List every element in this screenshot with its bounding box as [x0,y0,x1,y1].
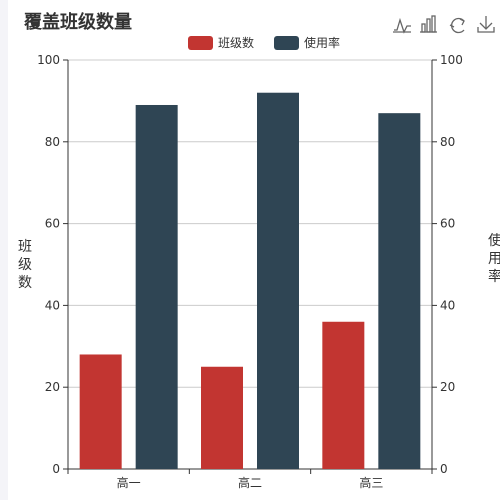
bar-1-1[interactable] [257,92,299,469]
bar-2-0[interactable] [322,321,365,469]
grid [68,59,432,388]
y-tick-label-left: 60 [45,217,60,231]
y-axis-left-ticks: 0 20 40 60 80 100 [37,53,68,476]
bars [79,92,421,470]
legend: 班级数 使用率 [188,35,340,50]
y-tick-label-left: 20 [45,380,60,394]
line-chart-icon[interactable] [393,17,411,34]
legend-swatch-1[interactable] [274,36,299,50]
y-tick-label-right: 100 [440,53,463,67]
y-tick-label-right: 0 [440,462,448,476]
x-tick-label: 高一 [117,475,141,490]
y-axis-right-title: 使用率 [488,232,500,285]
y-axis-left-title-text: 班级数 [18,239,32,291]
y-tick-label-right: 80 [440,135,455,149]
bar-0-0[interactable] [79,354,122,469]
restore-icon[interactable] [449,17,465,34]
y-tick-label-left: 80 [45,135,60,149]
y-tick-label-right: 60 [440,217,455,231]
legend-swatch-0[interactable] [188,36,213,50]
y-tick-label-left: 100 [37,53,60,67]
download-icon[interactable] [477,16,495,33]
bar-1-0[interactable] [201,366,243,469]
y-tick-label-right: 20 [440,380,455,394]
y-tick-label-left: 40 [45,298,60,312]
legend-label-1[interactable]: 使用率 [304,35,340,50]
y-axis-left-title: 班级数 [18,239,32,291]
y-tick-label-left: 0 [52,462,60,476]
bar-2-1[interactable] [378,113,421,470]
toolbox [393,15,495,34]
legend-label-0[interactable]: 班级数 [218,35,254,50]
bar-chart-icon[interactable] [420,15,437,33]
x-tick-label: 高二 [238,475,262,490]
axes [67,60,433,470]
y-axis-right-title-text: 使用率 [488,232,500,285]
chart-panel: 覆盖班级数量 班级数 使用率 0 20 40 60 80 100 0 20 40 60 80 100 … [8,0,500,500]
chart-title: 覆盖班级数量 [24,11,132,33]
y-tick-label-right: 40 [440,298,455,312]
x-tick-label: 高三 [359,475,383,490]
y-axis-right-ticks: 0 20 40 60 80 100 [432,53,463,476]
bar-0-1[interactable] [135,104,178,470]
x-axis-ticks: 高一 高二 高三 [67,469,433,490]
